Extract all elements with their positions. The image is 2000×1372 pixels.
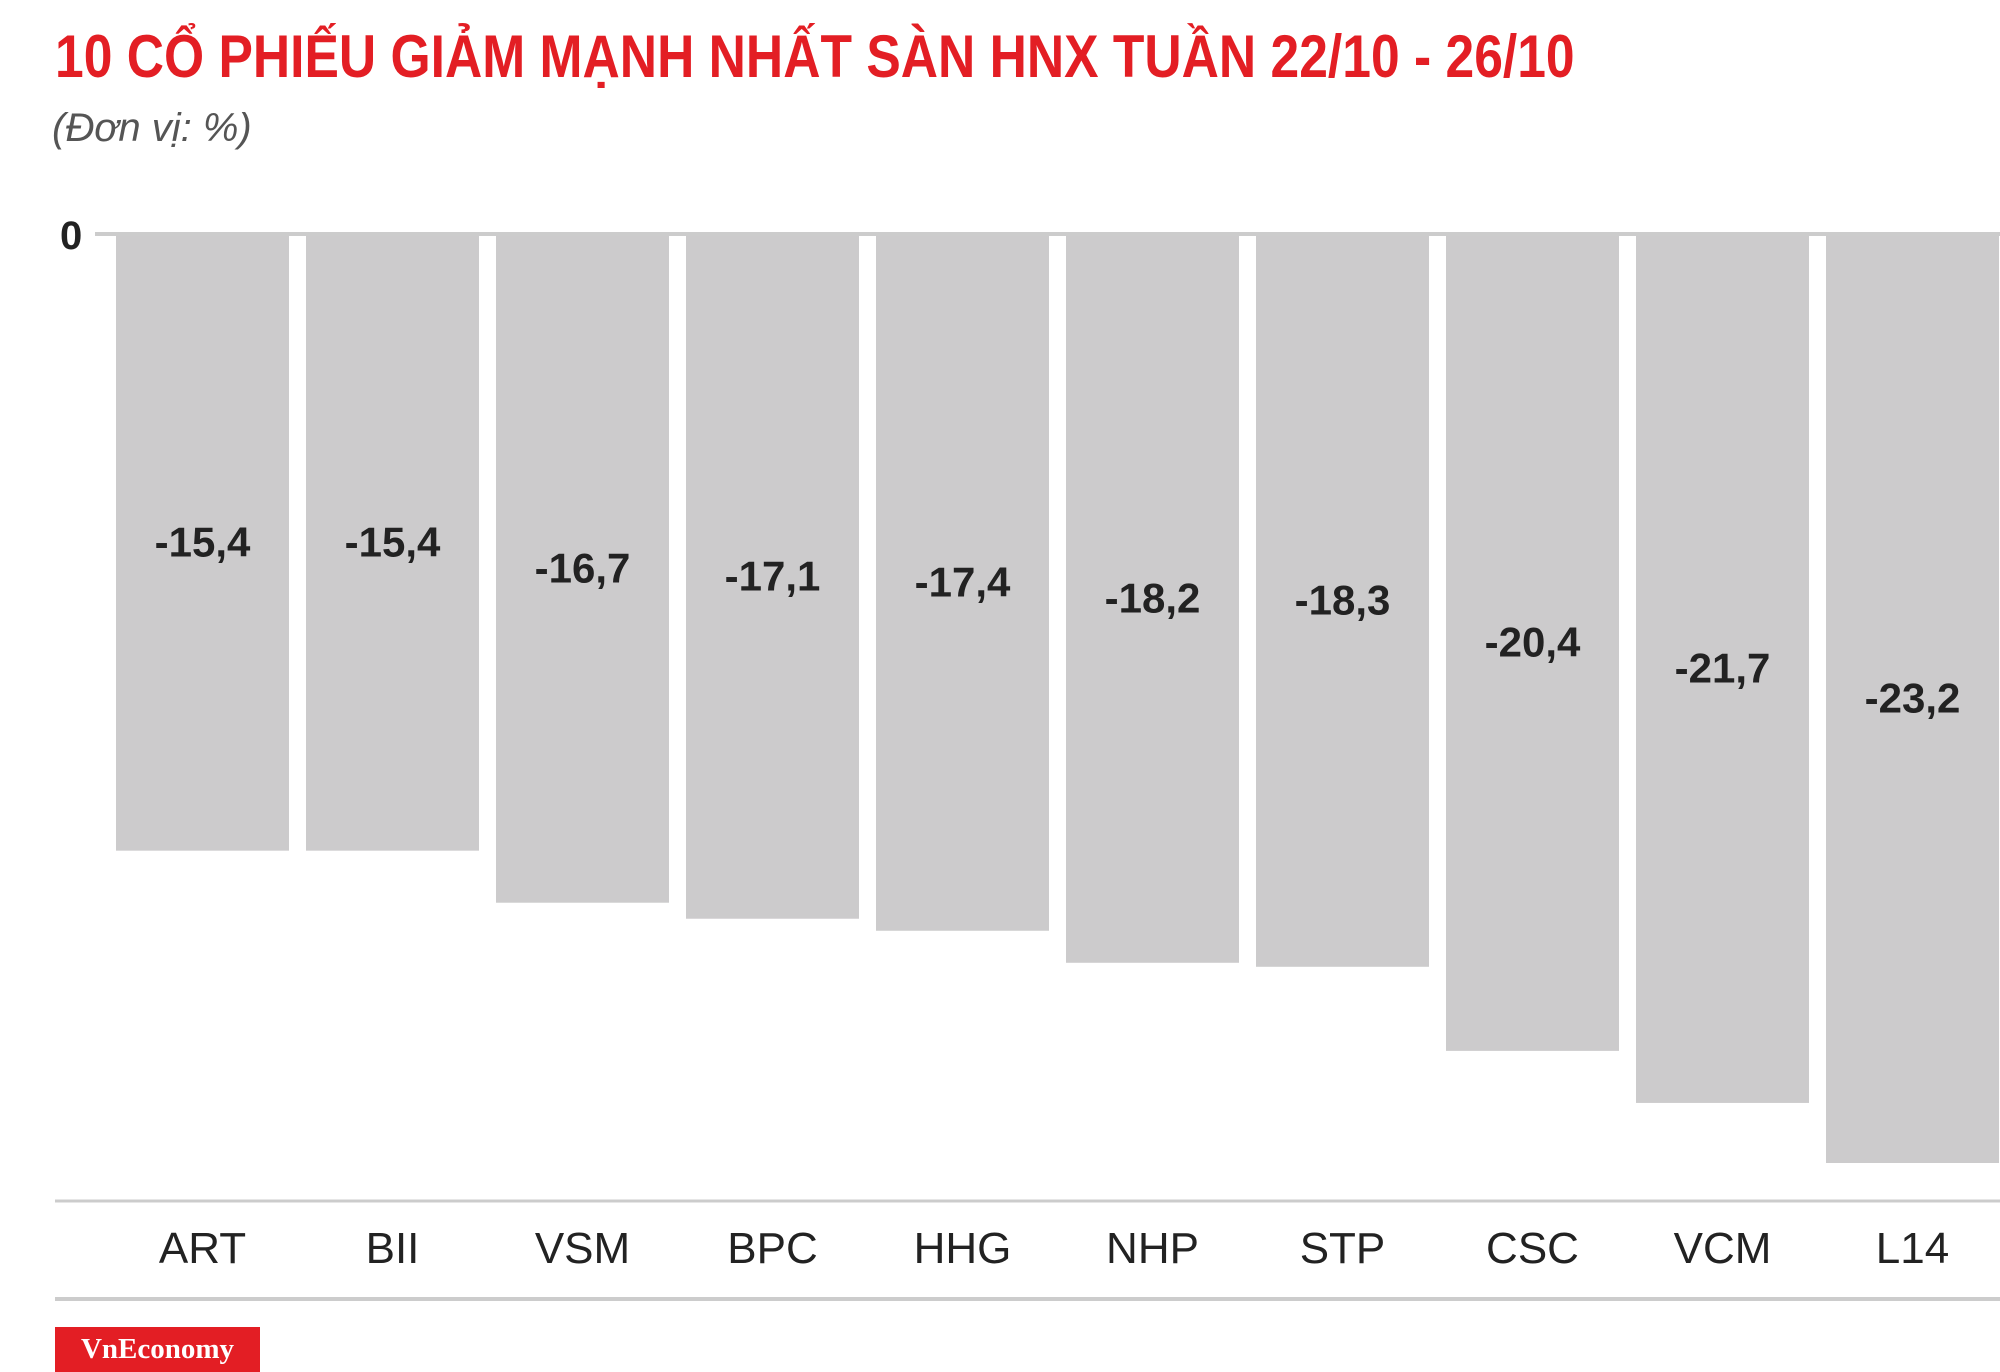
value-label-vcm: -21,7	[1675, 644, 1771, 691]
value-label-art: -15,4	[155, 518, 251, 565]
category-label-stp: STP	[1300, 1224, 1386, 1273]
chart-unit-subtitle: (Đơn vị: %)	[52, 106, 252, 150]
bar-vcm	[1636, 234, 1809, 1103]
bar-vsm	[496, 234, 669, 903]
value-labels-group: -15,4 -15,4 -16,7 -17,1 -17,4 -18,2 -18,3 -20,4…	[155, 518, 1961, 721]
category-label-vsm: VSM	[535, 1224, 630, 1273]
category-label-bpc: BPC	[727, 1224, 817, 1273]
bar-nhp	[1066, 234, 1239, 963]
bar-chart: -15,4 -15,4 -16,7 -17,1 -17,4 -18,2 -18,3 -20,4…	[55, 214, 2000, 1273]
chart-title: 10 CỔ PHIẾU GIẢM MẠNH NHẤT SÀN HNX TUẦN …	[55, 23, 1575, 90]
bar-stp	[1256, 234, 1429, 967]
category-label-vcm: VCM	[1674, 1224, 1772, 1273]
value-label-csc: -20,4	[1485, 618, 1581, 665]
bar-l14	[1826, 234, 1999, 1163]
category-label-csc: CSC	[1486, 1224, 1579, 1273]
bar-art	[116, 234, 289, 851]
category-label-art: ART	[159, 1224, 246, 1273]
category-labels-group: ART BII VSM BPC HHG NHP STP CSC VCM L14	[159, 1224, 1949, 1273]
footer-divider	[55, 1297, 2000, 1301]
value-label-stp: -18,3	[1295, 576, 1391, 623]
vneconomy-logo: VnEconomy	[55, 1327, 260, 1372]
value-label-l14: -23,2	[1865, 675, 1961, 722]
category-label-bii: BII	[366, 1224, 420, 1273]
value-label-bii: -15,4	[345, 518, 441, 565]
bar-csc	[1446, 234, 1619, 1051]
bar-hhg	[876, 234, 1049, 931]
category-label-nhp: NHP	[1106, 1224, 1199, 1273]
y-tick-label-zero: 0	[60, 214, 82, 258]
value-label-hhg: -17,4	[915, 558, 1011, 605]
bar-bii	[306, 234, 479, 851]
category-label-hhg: HHG	[914, 1224, 1012, 1273]
bars-group	[116, 234, 1999, 1163]
bar-bpc	[686, 234, 859, 919]
category-label-l14: L14	[1876, 1224, 1949, 1273]
value-label-vsm: -16,7	[535, 544, 631, 591]
value-label-nhp: -18,2	[1105, 574, 1201, 621]
value-label-bpc: -17,1	[725, 552, 821, 599]
